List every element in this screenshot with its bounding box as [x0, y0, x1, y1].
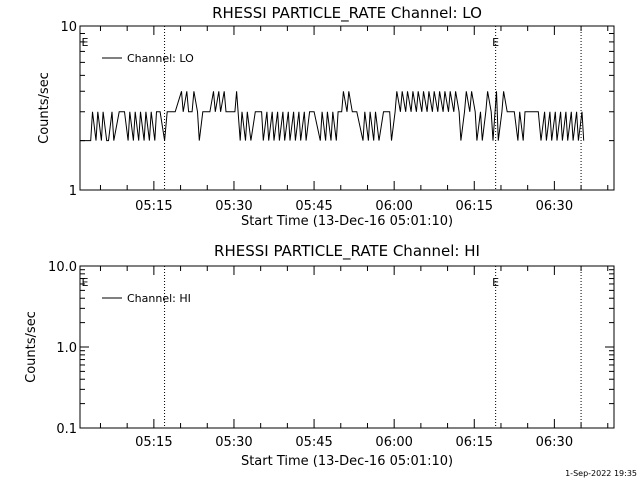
y-tick-label: 1 — [69, 184, 77, 199]
plot-frame — [79, 265, 615, 429]
chart-title: RHESSI PARTICLE_RATE Channel: HI — [214, 242, 480, 261]
x-tick-label: 05:15 — [135, 435, 172, 450]
event-marker: E — [82, 276, 89, 289]
chart-title: RHESSI PARTICLE_RATE Channel: LO — [212, 4, 482, 23]
x-tick-label: 06:15 — [456, 435, 493, 450]
x-tick-label: 05:30 — [215, 435, 252, 450]
footer-timestamp: 1-Sep-2022 19:35 — [565, 469, 637, 478]
x-tick-label: 06:00 — [375, 435, 412, 450]
event-marker: E — [492, 276, 499, 289]
x-axis-label: Start Time (13-Dec-16 05:01:10) — [241, 454, 453, 469]
x-tick-label: 05:15 — [135, 199, 172, 214]
x-tick-label: 06:30 — [536, 435, 573, 450]
x-tick-label: 06:00 — [375, 199, 412, 214]
y-axis-label: Counts/sec — [37, 72, 52, 144]
legend-label: Channel: LO — [127, 52, 194, 65]
y-tick-label: 10 — [60, 20, 77, 35]
x-tick-label: 06:30 — [536, 199, 573, 214]
x-tick-label: 05:45 — [295, 199, 332, 214]
x-axis-label: Start Time (13-Dec-16 05:01:10) — [241, 214, 453, 229]
x-tick-label: 05:30 — [215, 199, 252, 214]
legend-label: Channel: HI — [127, 292, 191, 305]
plot-frame — [79, 25, 615, 191]
event-marker: E — [82, 36, 89, 49]
y-axis-label: Counts/sec — [24, 311, 39, 383]
series-line — [80, 91, 585, 142]
x-tick-label: 06:15 — [456, 199, 493, 214]
x-tick-label: 05:45 — [295, 435, 332, 450]
y-tick-label: 1.0 — [56, 341, 77, 356]
y-tick-label: 0.1 — [56, 422, 77, 437]
event-marker: E — [492, 36, 499, 49]
y-tick-label: 10.0 — [48, 260, 77, 275]
